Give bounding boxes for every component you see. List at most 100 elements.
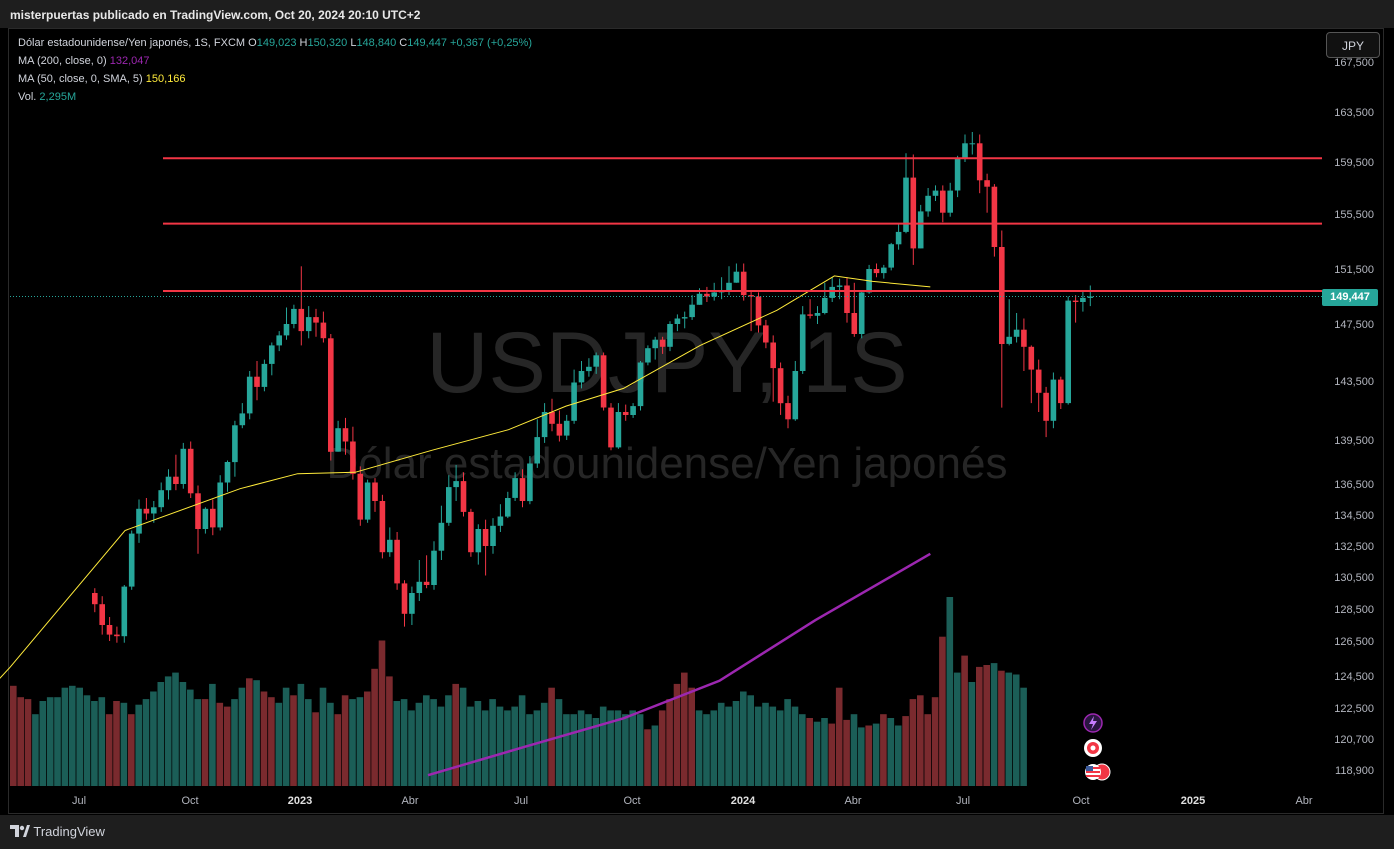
candle-body xyxy=(254,376,260,387)
volume-bar xyxy=(349,699,356,786)
candle-body xyxy=(128,533,135,587)
volume-bar xyxy=(651,725,659,786)
volume-bar xyxy=(717,702,725,786)
candle-body xyxy=(1072,300,1079,302)
candle-body xyxy=(350,441,356,474)
candle-body xyxy=(563,420,570,436)
candle-body xyxy=(357,473,364,520)
candle-body xyxy=(984,180,990,187)
candle-body xyxy=(298,308,305,332)
x-tick-label: Abr xyxy=(844,795,861,807)
candle-body xyxy=(689,304,695,318)
volume-bar xyxy=(799,714,806,786)
candle-body xyxy=(232,425,238,463)
x-tick-label: Oct xyxy=(181,795,198,807)
volume-bar xyxy=(592,718,600,786)
volume-bar xyxy=(356,697,364,786)
volume-bar xyxy=(246,678,253,786)
volume-bar xyxy=(894,725,902,786)
candle-body xyxy=(836,285,843,287)
volume-bar xyxy=(570,714,577,786)
y-tick-label: 139,500 xyxy=(1334,435,1374,447)
volume-bar xyxy=(976,666,983,786)
y-axis: 118,900 120,700 122,500 124,500 126,500 128,5… xyxy=(1334,57,1374,777)
volume-bar xyxy=(555,699,563,786)
ma50-value: 150,166 xyxy=(145,73,186,85)
event-icons[interactable] xyxy=(1083,713,1111,781)
candle-body xyxy=(416,581,423,593)
volume-bar xyxy=(843,719,850,786)
candle-body xyxy=(482,529,489,546)
y-tick-label: 159,500 xyxy=(1334,157,1374,169)
volume-bar xyxy=(887,718,895,786)
volume-bar xyxy=(305,699,312,786)
x-tick-label: Oct xyxy=(1072,795,1089,807)
candle-body xyxy=(505,498,511,517)
candle-body xyxy=(239,413,246,426)
candle-body xyxy=(342,428,349,442)
candle-body xyxy=(527,463,533,502)
candle-body xyxy=(681,317,688,319)
candle-body xyxy=(733,271,740,283)
volume-bar xyxy=(511,706,518,786)
target-icon[interactable] xyxy=(1084,739,1102,757)
ma200-line xyxy=(427,552,931,777)
volume-bar xyxy=(1020,687,1027,786)
candle-body xyxy=(578,371,585,383)
candle-body xyxy=(940,190,946,213)
volume-bar xyxy=(32,714,39,786)
candle-body xyxy=(696,293,703,305)
candle-body xyxy=(1087,296,1094,298)
candle-body xyxy=(704,293,710,297)
volume-bar xyxy=(821,718,828,786)
ma50-label: MA (50, close, 0, SMA, 5) xyxy=(18,73,143,85)
candle-body xyxy=(187,448,194,494)
resistance-lines xyxy=(163,157,1322,292)
candle-body xyxy=(1028,346,1035,370)
us-flag-icon[interactable] xyxy=(1085,763,1111,781)
y-tick-label: 167,500 xyxy=(1334,57,1374,69)
volume-bar xyxy=(209,683,216,786)
candle-body xyxy=(969,143,976,145)
candle-body xyxy=(615,412,622,448)
volume-layer xyxy=(10,597,1027,786)
candle-body xyxy=(556,423,563,436)
candle-body xyxy=(423,581,430,585)
x-tick-label: 2025 xyxy=(1181,795,1205,807)
volume-bar xyxy=(754,706,762,786)
candle-body xyxy=(814,313,821,316)
low-label: L xyxy=(350,37,357,49)
candle-body xyxy=(158,490,164,508)
candle-body xyxy=(210,508,216,528)
volume-bar xyxy=(850,714,858,786)
y-tick-label: 151,500 xyxy=(1334,264,1374,276)
candle-body xyxy=(261,363,268,387)
volume-bar xyxy=(378,640,386,786)
candle-body xyxy=(799,314,806,371)
volume-bar xyxy=(371,668,378,786)
volume-bar xyxy=(924,714,931,786)
volume-bar xyxy=(408,710,415,786)
y-tick-label: 147,500 xyxy=(1334,319,1374,331)
candle-body xyxy=(748,295,754,297)
lightning-icon[interactable] xyxy=(1083,713,1103,733)
currency-button[interactable]: JPY xyxy=(1326,32,1380,58)
volume-bar xyxy=(312,712,319,786)
candle-body xyxy=(593,355,599,367)
volume-bar xyxy=(275,702,283,786)
volume-bar xyxy=(364,691,371,786)
volume-bar xyxy=(791,706,799,786)
candle-body xyxy=(387,539,393,553)
candle-body xyxy=(667,324,673,347)
volume-bar xyxy=(489,699,496,786)
candle-body xyxy=(674,318,681,324)
candle-body xyxy=(438,522,445,551)
volume-bar xyxy=(17,697,24,786)
candle-body xyxy=(246,376,253,414)
y-tick-label: 120,700 xyxy=(1334,734,1374,746)
volume-bar xyxy=(762,702,769,786)
candle-body xyxy=(903,177,909,232)
candle-body xyxy=(1013,329,1020,337)
candle-body xyxy=(165,476,172,491)
